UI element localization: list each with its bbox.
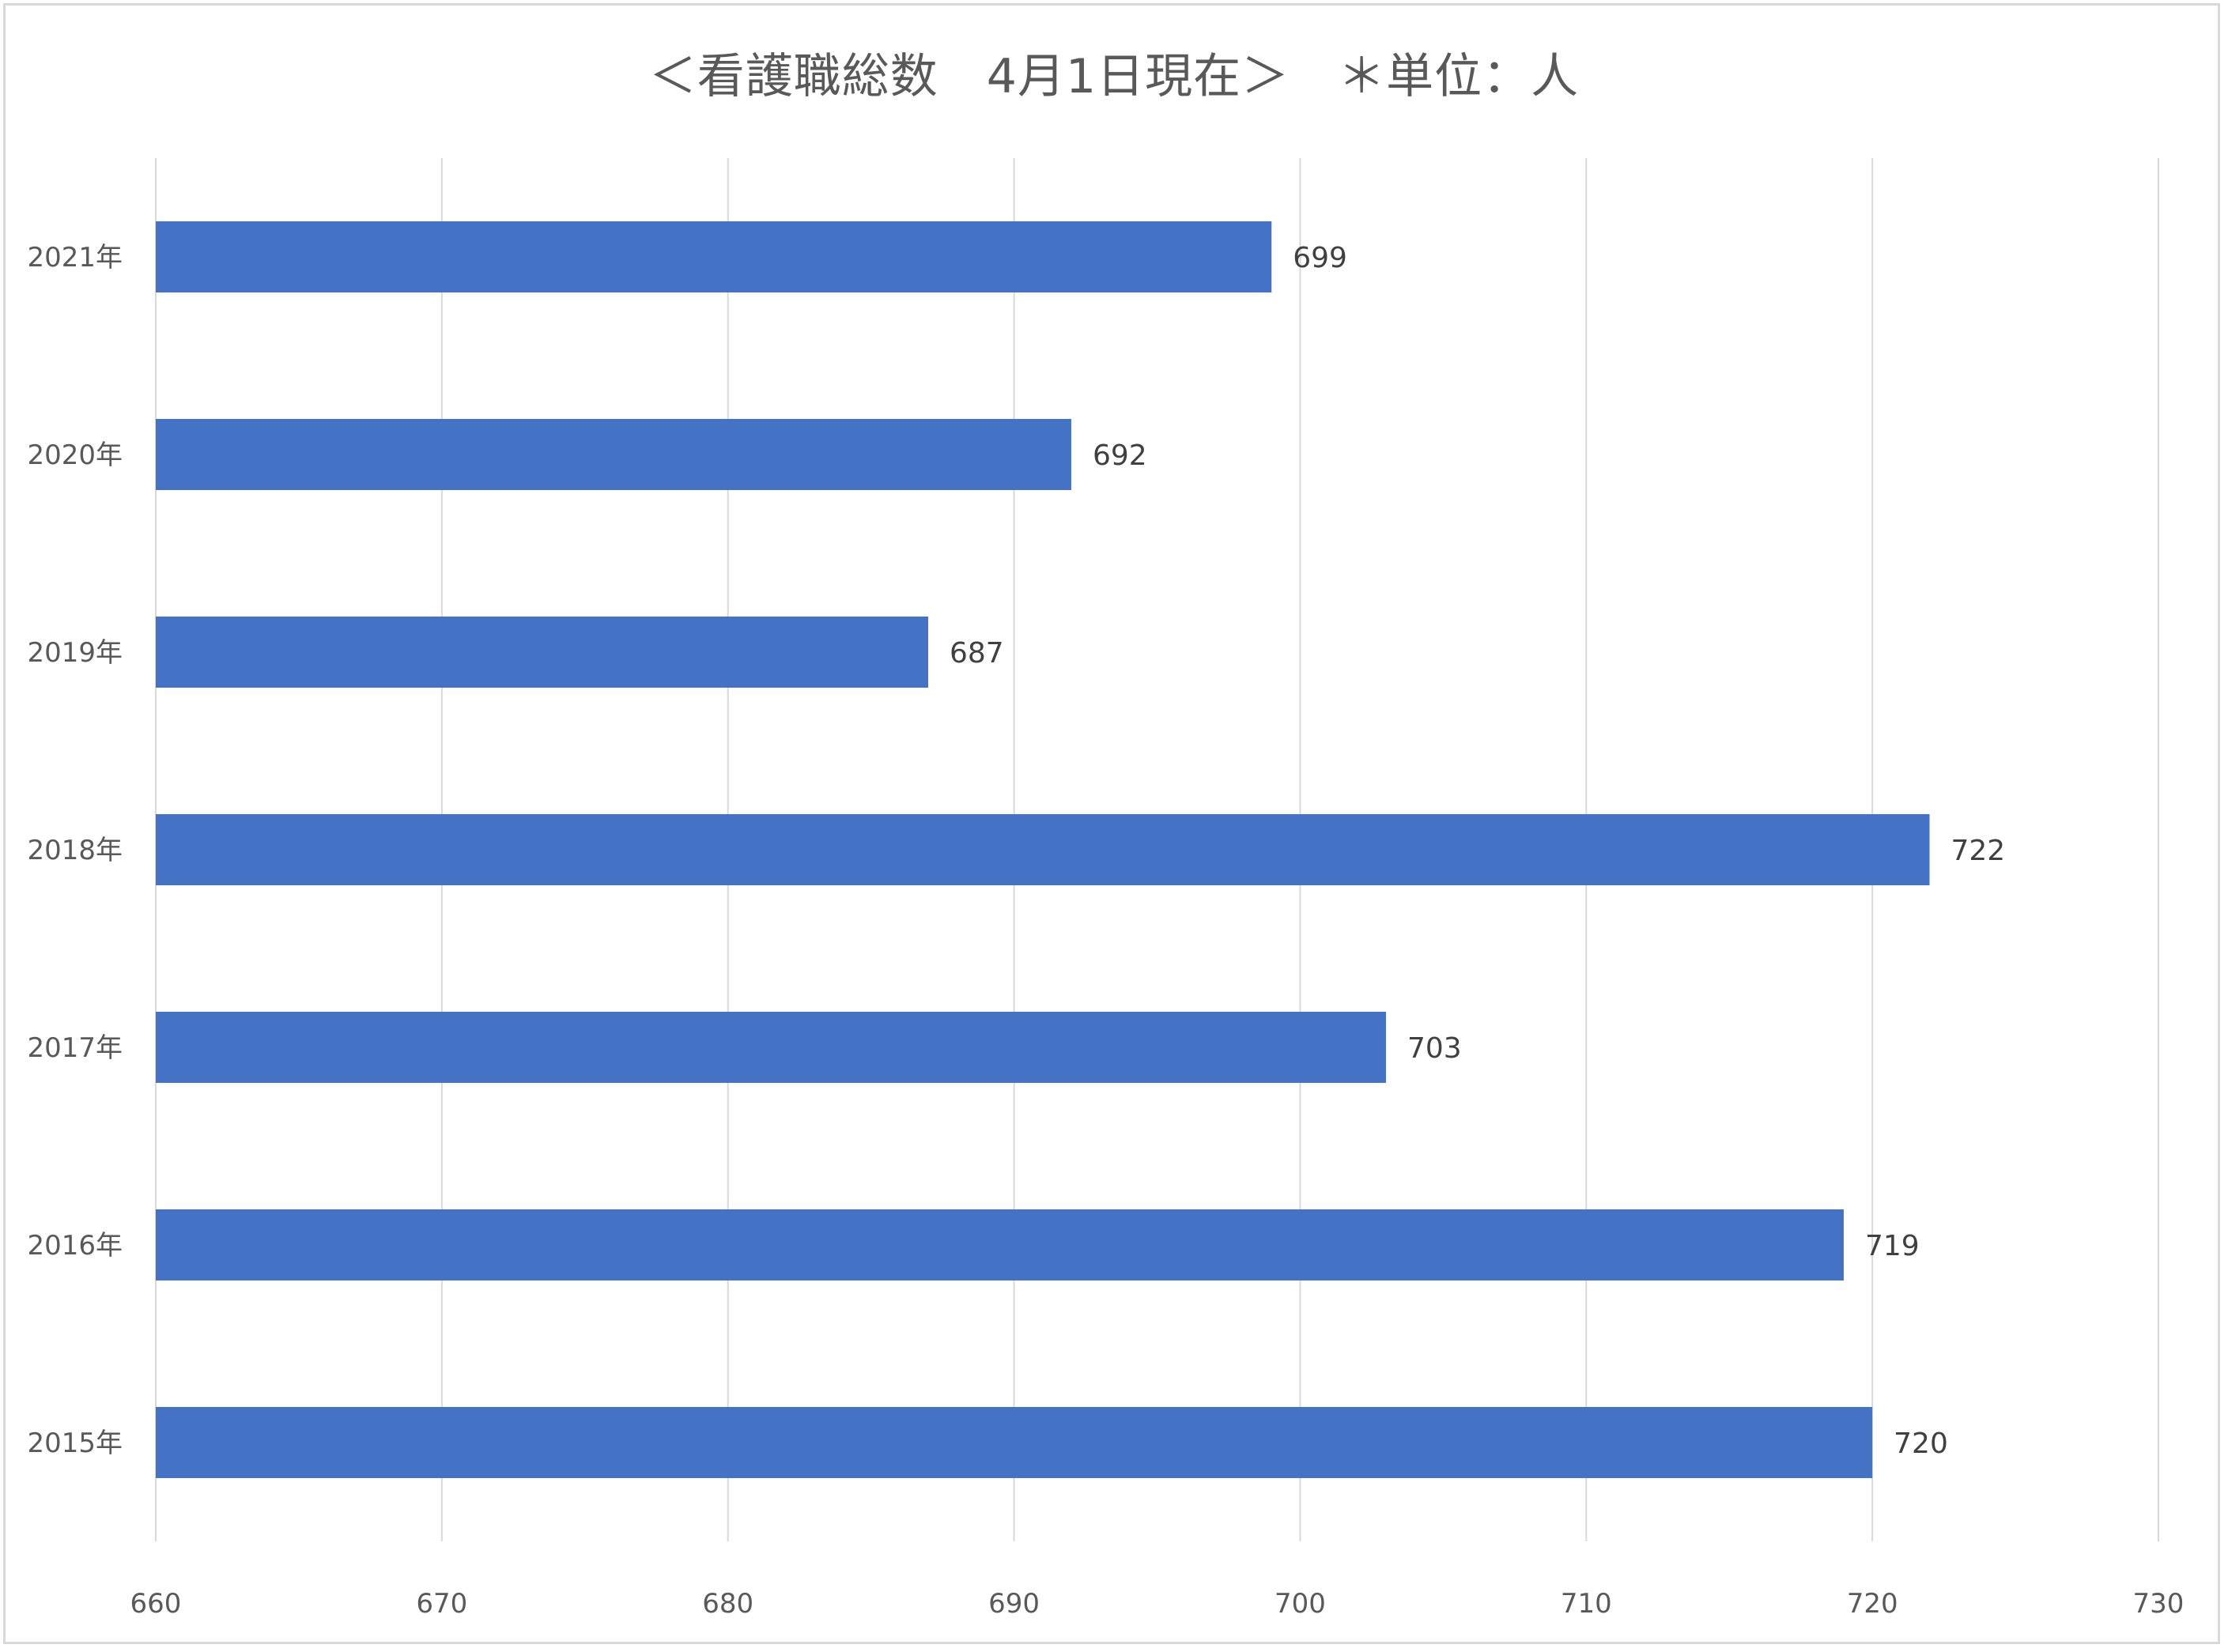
category-label: 2017年 xyxy=(27,1032,123,1064)
x-tick-label: 670 xyxy=(416,1588,467,1620)
data-labels: 699 692 687 722 703 719 720 xyxy=(950,242,2005,1460)
x-tick-label: 700 xyxy=(1274,1588,1326,1620)
bar xyxy=(156,1209,1844,1280)
category-labels: 2021年 2020年 2019年 2018年 2017年 2016年 2015年 xyxy=(27,242,123,1459)
bar xyxy=(156,221,1272,292)
x-tick-label: 660 xyxy=(130,1588,182,1620)
x-tick-labels: 660 670 680 690 700 710 720 730 xyxy=(130,1588,2185,1620)
x-tick-label: 690 xyxy=(988,1588,1040,1620)
bar xyxy=(156,814,1930,885)
data-label: 692 xyxy=(1093,439,1147,472)
data-label: 719 xyxy=(1865,1230,1920,1262)
category-label: 2015年 xyxy=(27,1428,123,1459)
chart-title: ＜看護職総数 4月1日現在＞ ＊単位：人 xyxy=(648,49,1580,104)
bar xyxy=(156,419,1071,490)
data-label: 687 xyxy=(950,637,1004,669)
x-tick-label: 730 xyxy=(2133,1588,2185,1620)
data-label: 699 xyxy=(1293,242,1347,274)
bar xyxy=(156,1012,1386,1083)
category-label: 2020年 xyxy=(27,439,123,471)
x-tick-label: 720 xyxy=(1847,1588,1898,1620)
x-tick-label: 680 xyxy=(702,1588,753,1620)
data-label: 720 xyxy=(1894,1428,1948,1460)
data-label: 703 xyxy=(1407,1032,1462,1065)
x-tick-label: 710 xyxy=(1561,1588,1612,1620)
category-label: 2018年 xyxy=(27,835,123,866)
category-label: 2021年 xyxy=(27,242,123,273)
bar xyxy=(156,617,929,688)
data-label: 722 xyxy=(1951,835,2006,867)
category-label: 2019年 xyxy=(27,637,123,669)
category-label: 2016年 xyxy=(27,1230,123,1262)
bar xyxy=(156,1407,1873,1478)
bars xyxy=(156,221,1930,1478)
